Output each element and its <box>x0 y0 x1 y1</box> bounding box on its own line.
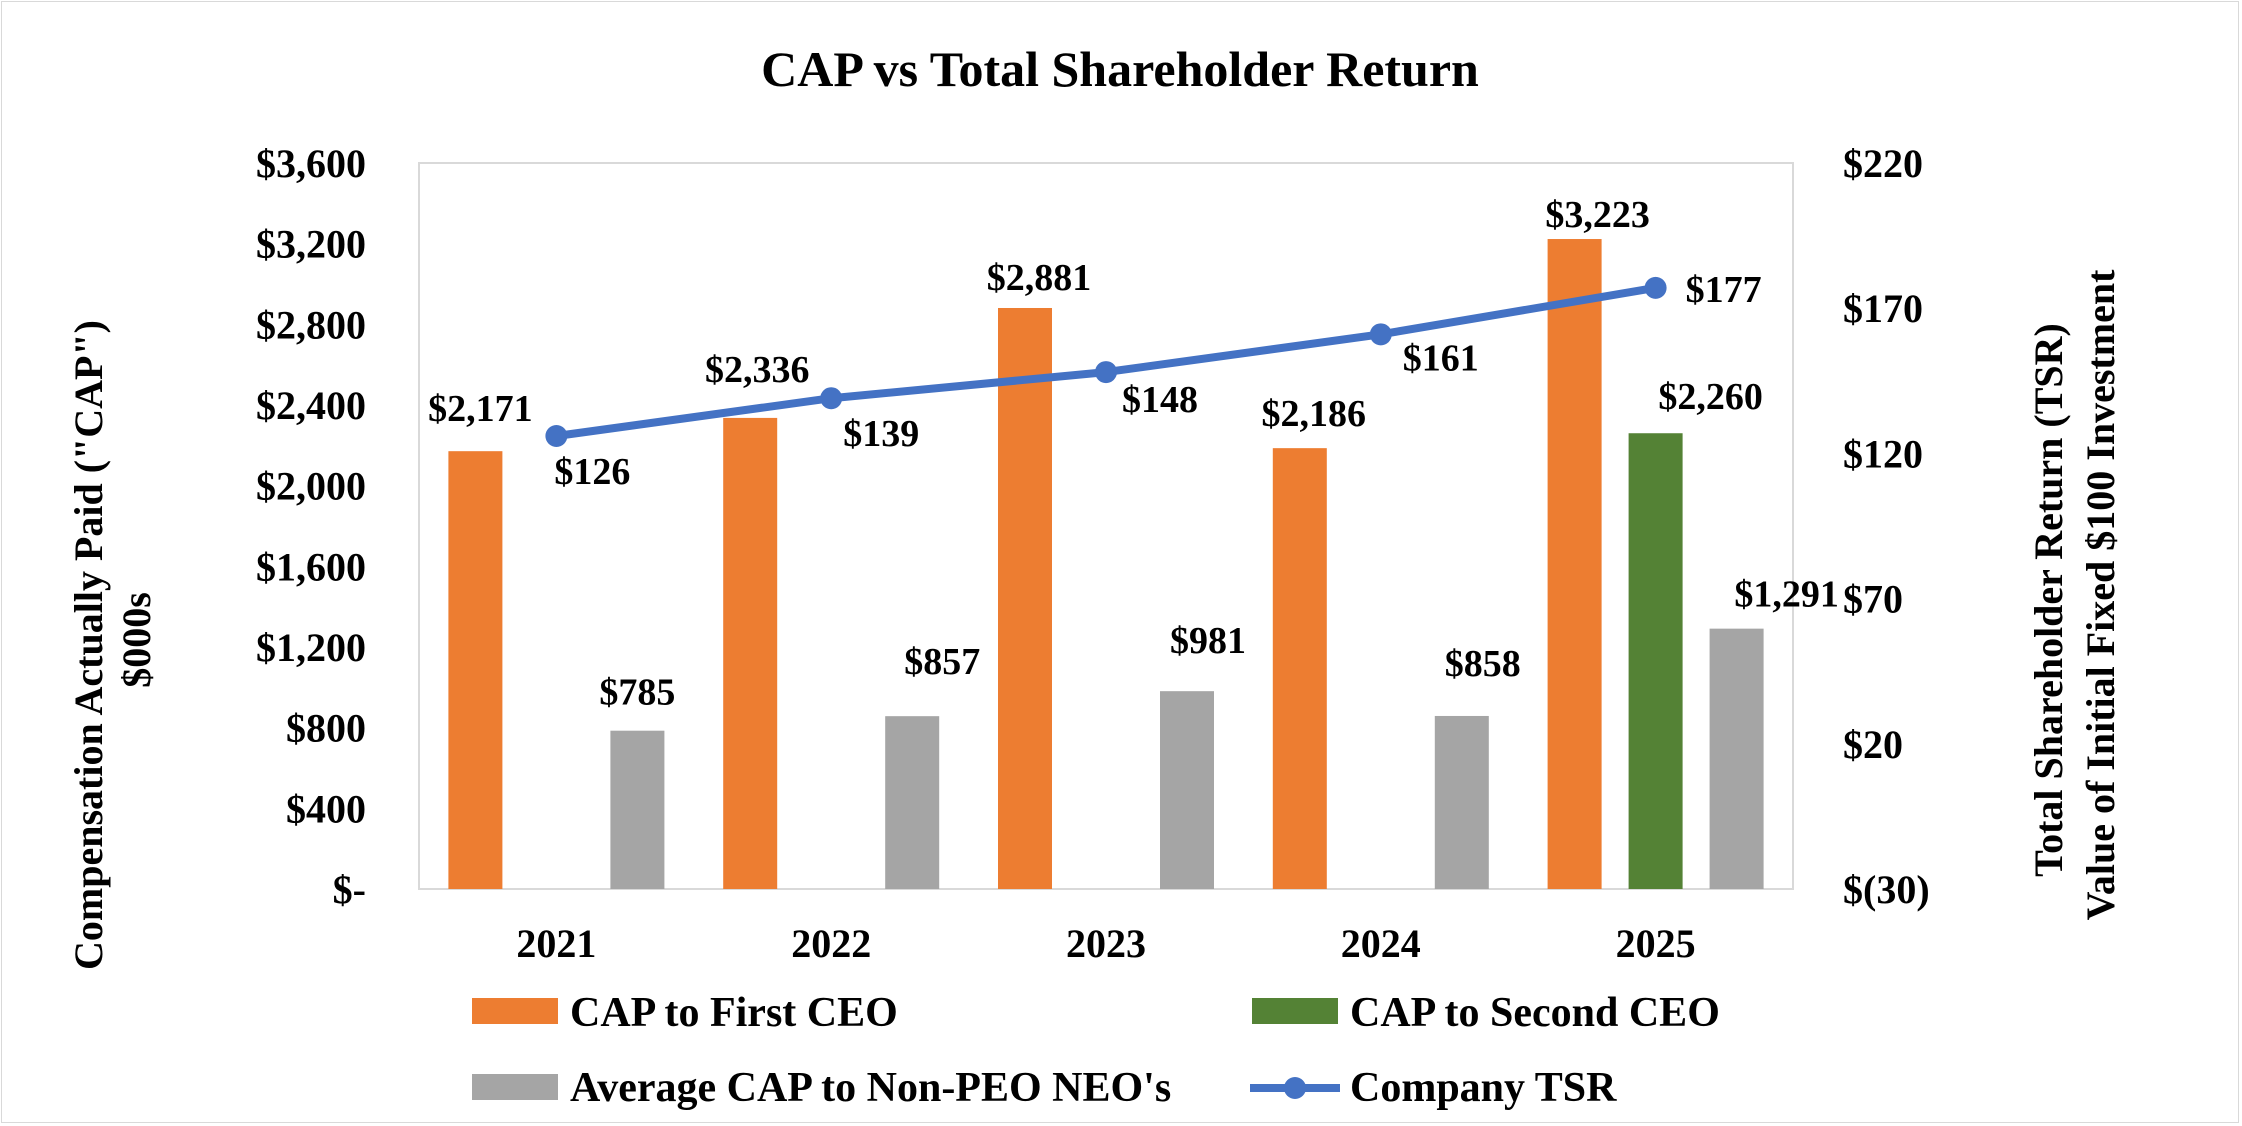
data-label-first-ceo: $2,171 <box>428 388 533 430</box>
y-tick-label: $3,200 <box>256 222 366 267</box>
x-tick-label: 2025 <box>1616 921 1696 966</box>
bar-non-peo <box>885 716 940 889</box>
data-label-tsr: $139 <box>843 413 919 455</box>
legend-swatch-first-ceo <box>472 998 558 1024</box>
legend-label-second-ceo: CAP to Second CEO <box>1350 990 1720 1036</box>
data-label-non-peo: $857 <box>904 641 980 683</box>
data-label-second-ceo: $2,260 <box>1658 376 1763 418</box>
y-tick-label: $3,600 <box>256 141 366 186</box>
y2-axis-title: Total Shareholder Return (TSR) Value of … <box>2026 269 2123 920</box>
y-tick-label: $800 <box>286 706 366 751</box>
bars <box>448 239 1764 890</box>
data-label-first-ceo: $2,186 <box>1262 393 1367 435</box>
data-label-first-ceo: $2,336 <box>705 349 810 391</box>
bar-first-ceo <box>998 307 1052 890</box>
y-tick-label: $- <box>333 867 366 912</box>
tsr-point <box>1369 323 1392 346</box>
tsr-point <box>545 424 568 447</box>
y-axis-title: Compensation Actually Paid ("CAP") $000s <box>66 310 159 970</box>
data-label-non-peo: $785 <box>599 672 675 714</box>
legend-swatch-tsr-marker <box>1284 1077 1306 1099</box>
data-label-first-ceo: $3,223 <box>1545 194 1650 236</box>
y2-tick-label: $70 <box>1843 577 1903 622</box>
chart-title: CAP vs Total Shareholder Return <box>761 41 1479 97</box>
legend-swatch-second-ceo <box>1252 998 1338 1024</box>
y2-tick-label: $(30) <box>1843 867 1930 912</box>
data-label-first-ceo: $2,881 <box>987 257 1092 299</box>
tsr-point <box>820 387 843 410</box>
y-tick-label: $2,000 <box>256 464 366 509</box>
plot-area <box>418 162 1794 890</box>
y2-tick-label: $170 <box>1843 286 1923 331</box>
y2-tick-label: $120 <box>1843 431 1923 476</box>
tsr-point <box>1095 361 1117 384</box>
bar-first-ceo <box>448 451 503 889</box>
legend-label-non-peo: Average CAP to Non-PEO NEO's <box>570 1065 1171 1111</box>
y2-tick-label: $20 <box>1843 722 1903 767</box>
y-axis-ticks: $- $400 $800 $1,200 $1,600 $2,000 $2,400 $2,800… <box>256 141 366 912</box>
legend: CAP to First CEO CAP to Second CEO Avera… <box>472 990 1720 1111</box>
x-axis-ticks: 2021 2022 2023 2024 2025 <box>516 921 1695 966</box>
legend-label-first-ceo: CAP to First CEO <box>570 990 898 1036</box>
data-label-tsr: $161 <box>1403 337 1479 379</box>
y-tick-label: $400 <box>286 786 366 831</box>
y-tick-label: $2,400 <box>256 383 366 428</box>
bar-non-peo <box>1434 715 1489 889</box>
data-label-non-peo: $1,291 <box>1734 574 1839 616</box>
bar-non-peo <box>610 730 665 889</box>
y-tick-label: $1,600 <box>256 544 366 589</box>
legend-swatch-non-peo <box>472 1074 558 1100</box>
data-label-tsr: $126 <box>554 451 630 493</box>
bar-first-ceo <box>1272 448 1327 889</box>
y-tick-label: $2,800 <box>256 302 366 347</box>
y-tick-label: $1,200 <box>256 625 366 670</box>
y2-tick-label: $220 <box>1843 141 1923 186</box>
tsr-point <box>1644 276 1667 299</box>
bar-second-ceo <box>1628 433 1683 889</box>
data-labels: $2,171 $2,336 $2,881 $2,186 $3,223 $2,260 $785… <box>428 194 1839 714</box>
bar-non-peo <box>1160 691 1214 889</box>
x-tick-label: 2021 <box>516 921 596 966</box>
bar-first-ceo <box>723 417 778 889</box>
x-tick-label: 2023 <box>1066 921 1146 966</box>
x-tick-label: 2022 <box>791 921 871 966</box>
data-label-tsr: $177 <box>1686 269 1762 311</box>
data-label-tsr: $148 <box>1122 379 1198 421</box>
legend-label-tsr: Company TSR <box>1350 1065 1617 1111</box>
tsr-line-series <box>545 276 1667 447</box>
bar-non-peo <box>1709 628 1764 889</box>
data-label-non-peo: $858 <box>1445 643 1521 685</box>
y2-axis-ticks: $(30) $20 $70 $120 $170 $220 <box>1843 141 1930 912</box>
data-label-non-peo: $981 <box>1170 620 1246 662</box>
x-tick-label: 2024 <box>1341 921 1421 966</box>
bar-first-ceo <box>1547 239 1602 890</box>
